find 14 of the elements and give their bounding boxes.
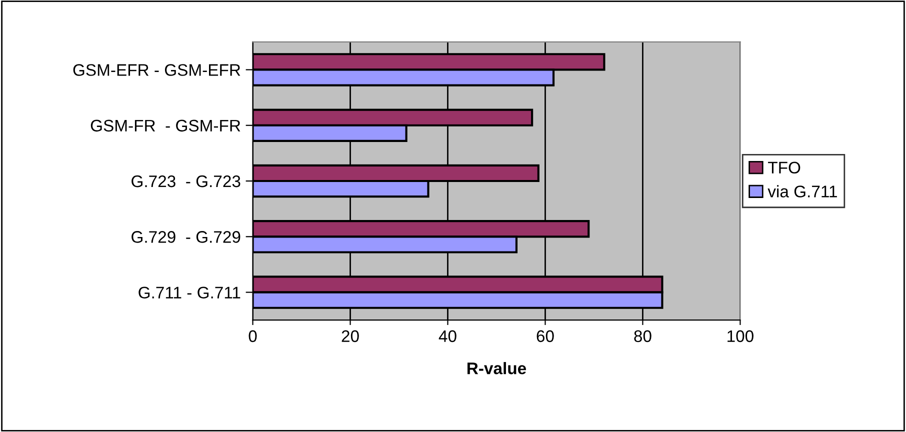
y-tick-label: GSM-FR - GSM-FR (90, 120, 240, 132)
x-tick-label: 20 (342, 330, 359, 342)
y-tick-label: GSM-EFR - GSM-EFR (73, 64, 240, 76)
x-tick-label: 0 (248, 330, 257, 342)
y-tick-label: G.729 - G.729 (132, 231, 240, 243)
x-tick-label: 100 (728, 330, 754, 342)
legend-label: TFO (768, 162, 800, 174)
x-axis-title: R-value (468, 362, 526, 374)
y-tick-label: G.711 - G.711 (138, 286, 240, 298)
x-tick-label: 80 (634, 330, 652, 342)
x-tick-label: 40 (438, 330, 456, 342)
x-tick-label: 60 (536, 330, 554, 342)
legend-label: via G.711 (768, 185, 837, 198)
y-tick-label: G.723 - G.723 (132, 175, 240, 188)
